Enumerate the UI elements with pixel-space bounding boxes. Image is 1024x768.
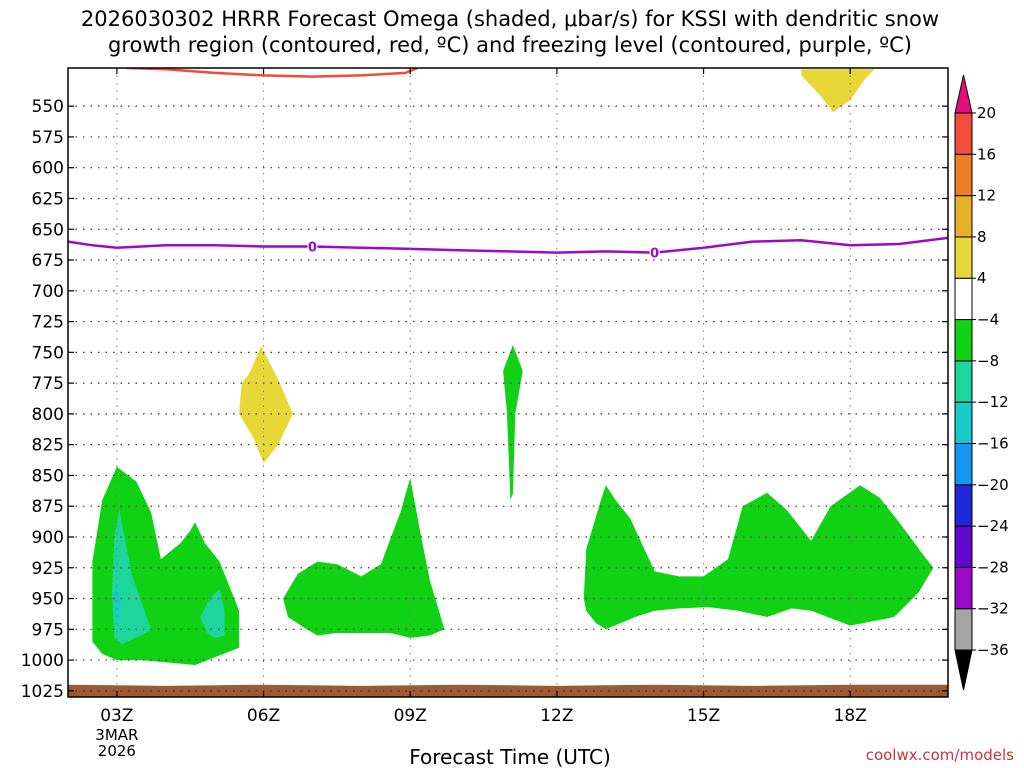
y-tick-label: 850	[32, 466, 64, 486]
colorbar-swatch	[954, 195, 973, 238]
plot-border	[67, 67, 949, 698]
colorbar-label: 20	[977, 104, 996, 122]
x-tick-label: 09Z	[394, 706, 427, 726]
colorbar-swatch	[954, 608, 973, 651]
colorbar-swatch	[954, 112, 973, 155]
y-tick-label: 925	[32, 559, 64, 579]
y-tick-label: 700	[32, 282, 64, 302]
colorbar-label: −16	[977, 434, 1009, 452]
plot-area	[68, 69, 948, 697]
x-tick-label: 06Z	[247, 706, 280, 726]
colorbar-label: 4	[977, 269, 987, 287]
omega-downward-1	[239, 346, 293, 464]
colorbar-label: −28	[977, 558, 1009, 576]
x-date-label: 3MAR	[95, 726, 138, 744]
colorbar-swatch	[954, 319, 973, 362]
colorbar-swatch	[954, 360, 973, 403]
y-tick-label: 550	[32, 97, 64, 117]
colorbar-label: 8	[977, 228, 987, 246]
y-tick-label: 625	[32, 189, 64, 209]
omega-downward-2	[801, 69, 875, 113]
y-tick-label: 825	[32, 436, 64, 456]
colorbar-swatch	[954, 153, 973, 197]
y-tick-label: 875	[32, 497, 64, 517]
colorbar-swatch	[954, 442, 973, 486]
ground-surface	[68, 684, 948, 697]
x-tick-label: 12Z	[540, 706, 573, 726]
colorbar: 20 16 12 8 4 −4 −8 −12 −16 −20 −24 −28 −32 −36	[954, 74, 1009, 691]
y-tick-label: 575	[32, 128, 64, 148]
plot-frame	[67, 67, 949, 698]
omega-upward-core-b	[200, 588, 225, 638]
colorbar-label: −4	[977, 311, 999, 329]
colorbar-label: −36	[977, 641, 1009, 659]
chart-title: 2026030302 HRRR Forecast Omega (shaded, …	[81, 7, 939, 57]
y-tick-label: 900	[32, 528, 64, 548]
colorbar-label: 12	[977, 187, 996, 205]
y-tick-label: 975	[32, 620, 64, 640]
credit-text: coolwx.com/models	[866, 746, 1014, 764]
y-tick-label: 600	[32, 159, 64, 179]
y-tick-label: 725	[32, 313, 64, 333]
freezing-level-label-bg	[649, 244, 660, 261]
omega-upward-lowlevel-2	[283, 477, 445, 638]
freezing-level-label: 0	[650, 247, 659, 262]
y-tick-label: 675	[32, 251, 64, 271]
x-tick-label: 18Z	[834, 706, 867, 726]
omega-upward-lowlevel-3	[583, 485, 934, 630]
y-tick-label: 775	[32, 374, 64, 394]
title-line-1: 2026030302 HRRR Forecast Omega (shaded, …	[81, 7, 939, 31]
title-line-2: growth region (contoured, red, ºC) and f…	[108, 33, 912, 57]
omega-upward-core-a	[112, 509, 152, 645]
colorbar-label: −12	[977, 393, 1009, 411]
colorbar-label: −32	[977, 600, 1009, 618]
omega-upward-column	[503, 345, 523, 501]
freezing-level-label-bg	[307, 238, 318, 255]
colorbar-swatch	[954, 401, 973, 444]
colorbar-swatch	[954, 236, 973, 279]
colorbar-label: −24	[977, 517, 1009, 535]
colorbar-swatch	[954, 484, 973, 527]
y-tick-label: 800	[32, 405, 64, 425]
y-tick-label: 1000	[21, 651, 64, 671]
y-axis: 550 575 600 625 650 675 700 725 750 775 800 825 850 8…	[21, 97, 948, 702]
x-date-label: 2026	[98, 742, 136, 760]
freezing-level-label: 0	[308, 240, 317, 255]
omega-upward-max	[114, 580, 121, 621]
freezing-level-line	[68, 236, 948, 254]
x-axis-title: Forecast Time (UTC)	[409, 745, 611, 768]
colorbar-swatch	[954, 566, 973, 610]
colorbar-under-arrow	[954, 649, 973, 691]
colorbar-label: −8	[977, 352, 999, 370]
x-tick-label: 15Z	[687, 706, 720, 726]
colorbar-over-arrow	[954, 74, 973, 114]
colorbar-label: 16	[977, 145, 996, 163]
y-tick-label: 1025	[21, 682, 64, 702]
dgz-contour	[126, 68, 419, 78]
colorbar-swatch	[954, 277, 973, 321]
y-tick-label: 750	[32, 343, 64, 363]
colorbar-swatch	[954, 525, 973, 568]
x-tick-label: 03Z	[100, 706, 133, 726]
colorbar-label: −20	[977, 476, 1009, 494]
y-tick-label: 950	[32, 590, 64, 610]
y-tick-label: 650	[32, 220, 64, 240]
